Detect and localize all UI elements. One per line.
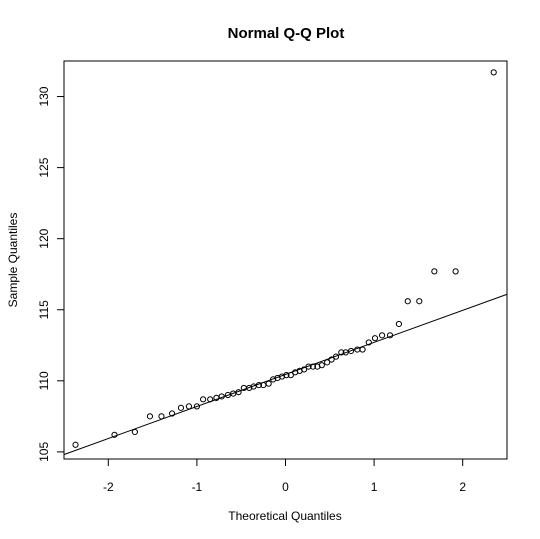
data-point [309, 363, 317, 370]
data-point [378, 332, 386, 339]
data-point [371, 335, 379, 342]
data-point [146, 413, 154, 420]
data-point [332, 353, 340, 360]
x-tick-label: 0 [282, 480, 289, 494]
data-point [452, 268, 459, 275]
y-axis-label: Sample Quantiles [6, 213, 20, 308]
x-axis: -2 -1 0 1 2 [103, 459, 466, 494]
y-tick-label: 125 [37, 157, 51, 177]
data-point [305, 363, 312, 370]
data-point [207, 396, 214, 403]
data-point [111, 431, 118, 438]
plot-frame [63, 60, 508, 460]
x-tick-label: 2 [459, 480, 466, 494]
data-point [490, 69, 497, 76]
data-point [386, 332, 394, 339]
data-point [338, 349, 345, 356]
data-point [404, 298, 411, 305]
y-tick-label: 105 [37, 442, 51, 462]
data-point [200, 396, 207, 403]
data-point [301, 366, 308, 373]
data-point [185, 403, 193, 410]
data-point [255, 381, 263, 389]
y-tick-label: 120 [37, 228, 51, 248]
data-point [168, 410, 176, 417]
data-point [177, 404, 185, 411]
data-point [416, 298, 423, 305]
data-point [158, 413, 165, 420]
chart-title: Normal Q-Q Plot [228, 25, 345, 42]
y-tick-label: 115 [37, 300, 51, 319]
data-point [131, 428, 138, 436]
data-point [347, 347, 355, 355]
data-point [395, 320, 403, 328]
data-point [283, 372, 290, 379]
data-point [287, 372, 294, 379]
data-points [72, 69, 497, 448]
data-point [431, 268, 438, 275]
x-tick-label: -1 [192, 480, 203, 494]
x-axis-label: Theoretical Quantiles [228, 509, 341, 523]
data-point [265, 380, 272, 387]
x-tick-label: -2 [103, 480, 114, 494]
data-point [72, 441, 79, 448]
data-point [324, 359, 331, 366]
data-point [235, 389, 242, 396]
y-tick-label: 130 [37, 86, 51, 106]
data-point [365, 339, 372, 346]
data-point [318, 362, 325, 369]
data-point [359, 346, 366, 353]
y-axis: 105 110 115 120 125 130 [37, 86, 64, 462]
x-tick-label: 1 [371, 480, 378, 494]
data-point [193, 403, 200, 410]
y-tick-label: 110 [37, 371, 51, 390]
reference-line [64, 293, 507, 456]
data-point [218, 393, 225, 400]
data-point [328, 356, 335, 363]
